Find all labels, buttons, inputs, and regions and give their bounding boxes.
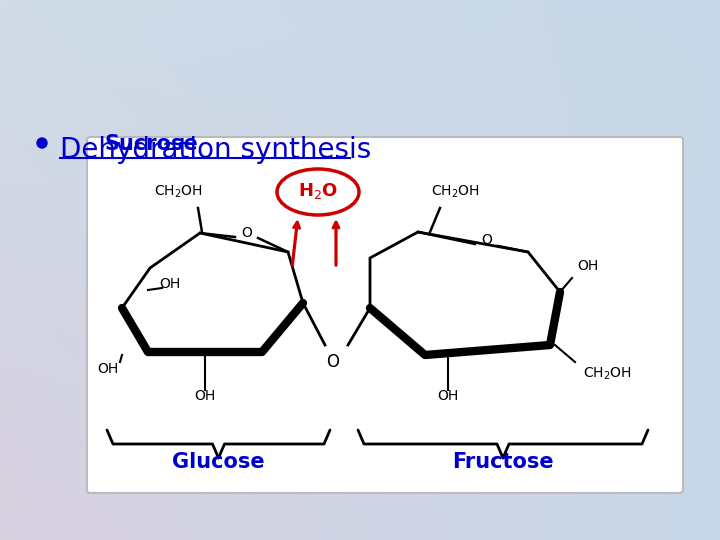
Text: OH: OH [159, 277, 181, 291]
FancyBboxPatch shape [87, 137, 683, 493]
Text: Dehydration synthesis: Dehydration synthesis [60, 136, 372, 164]
Text: O: O [326, 353, 340, 371]
Text: OH: OH [194, 389, 215, 403]
Text: Glucose: Glucose [171, 452, 264, 472]
Text: OH: OH [577, 259, 598, 273]
Text: Fructose: Fructose [452, 452, 554, 472]
Text: H$_2$O: H$_2$O [298, 181, 338, 201]
Text: Sucrose: Sucrose [105, 134, 199, 154]
Text: O: O [482, 233, 492, 247]
Text: OH: OH [437, 389, 459, 403]
Ellipse shape [277, 169, 359, 215]
Text: O: O [242, 226, 253, 240]
Circle shape [37, 138, 47, 148]
Text: CH$_2$OH: CH$_2$OH [431, 184, 480, 200]
Text: OH: OH [97, 362, 119, 376]
Text: CH$_2$OH: CH$_2$OH [582, 366, 631, 382]
Text: CH$_2$OH: CH$_2$OH [153, 184, 202, 200]
